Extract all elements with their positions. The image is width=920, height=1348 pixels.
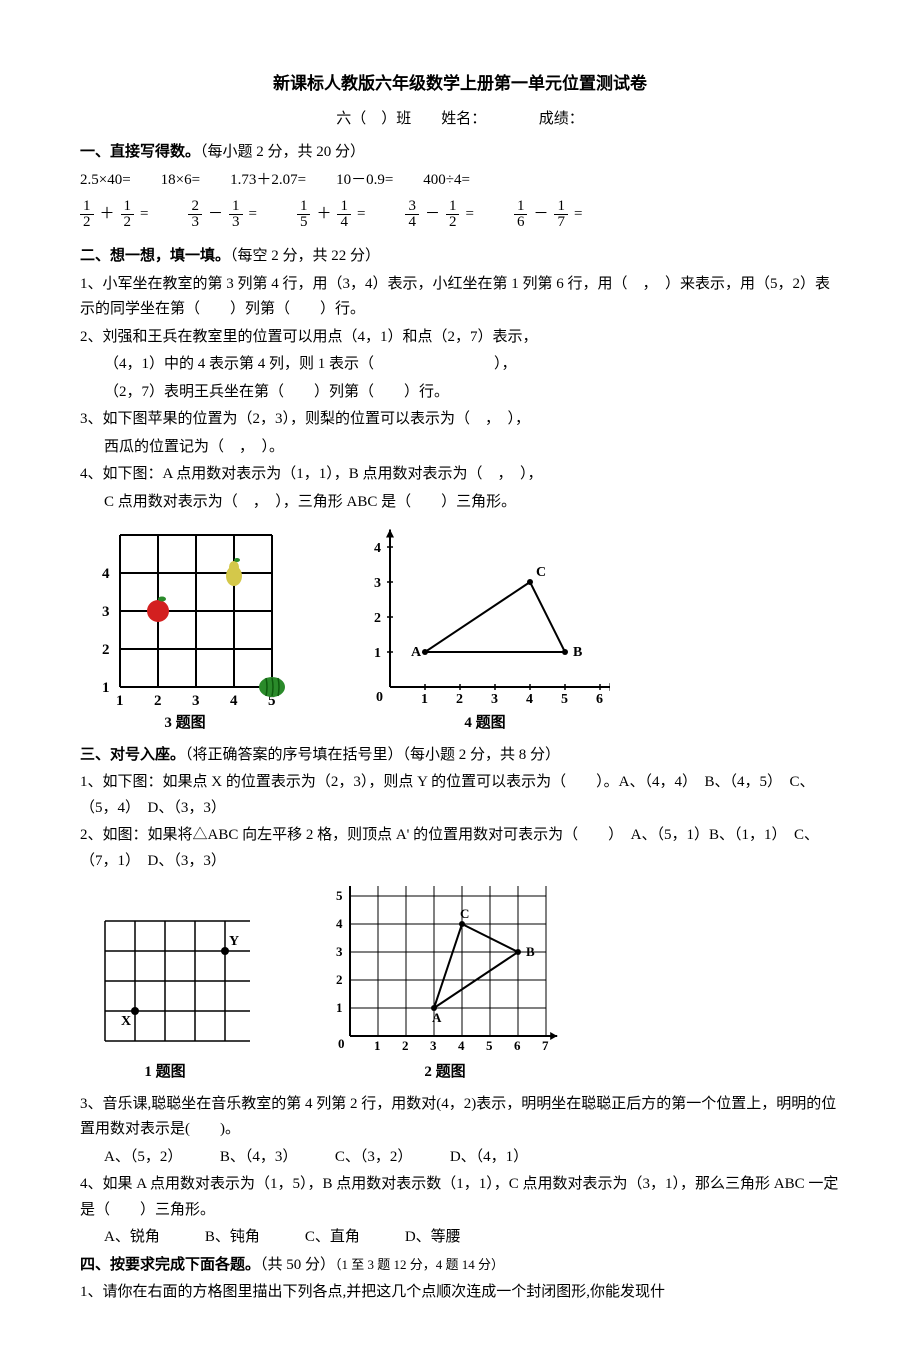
sec3-fig1: XY: [80, 916, 250, 1056]
sec1-note: （每小题 2 分，共 20 分）: [200, 144, 365, 160]
sec1-fracs: 12＋12=23－13=15＋14=34－12=16－17=: [80, 199, 840, 230]
svg-text:C: C: [536, 565, 546, 580]
sec2-q2a: 2、刘强和王兵在教室里的位置可以用点（4，1）和点（2，7）表示，: [80, 325, 840, 351]
svg-text:1: 1: [116, 693, 124, 707]
sec3-note: （将正确答案的序号填在括号里）（每小题 2 分，共 8 分）: [185, 747, 560, 763]
svg-text:3: 3: [102, 604, 110, 620]
svg-text:4: 4: [374, 541, 381, 556]
calc-item: 1.73＋2.07=: [230, 168, 306, 194]
sec2-note: （每空 2 分，共 22 分）: [230, 248, 380, 264]
sec3-q4opts: A、锐角 B、钝角 C、直角 D、等腰: [80, 1225, 840, 1251]
svg-text:A: A: [432, 1010, 442, 1025]
fig4-caption: 4 题图: [360, 711, 610, 737]
sec3-head: 三、对号入座。: [80, 747, 185, 763]
sec4-note: （共 50 分）: [260, 1257, 335, 1273]
sec3-q2: 2、如图：如果将△ABC 向左平移 2 格，则顶点 A' 的位置用数对可表示为（…: [80, 823, 840, 874]
sec1-head: 一、直接写得数。: [80, 144, 200, 160]
sec4-head: 四、按要求完成下面各题。: [80, 1257, 260, 1273]
svg-text:0: 0: [338, 1036, 345, 1051]
sub-head: 六（ ）班 姓名： 成绩：: [80, 107, 840, 133]
sec4-q1: 1、请你在右面的方格图里描出下列各点,并把这几个点顺次连成一个封闭图形,你能发现…: [80, 1280, 840, 1306]
svg-text:5: 5: [336, 888, 343, 903]
svg-text:1: 1: [374, 646, 381, 661]
svg-text:5: 5: [486, 1038, 493, 1053]
svg-text:1: 1: [374, 1038, 381, 1053]
sec2-q3a: 3、如下图苹果的位置为（2，3），则梨的位置可以表示为（ ， ），: [80, 407, 840, 433]
svg-text:6: 6: [596, 692, 603, 707]
calc-item: 2.5×40=: [80, 168, 131, 194]
svg-text:A: A: [411, 645, 422, 660]
calc-item: 400÷4=: [423, 168, 470, 194]
sec2-q4a: 4、如下图：A 点用数对表示为（1，1），B 点用数对表示为（ ， ），: [80, 462, 840, 488]
svg-text:0: 0: [376, 690, 383, 705]
svg-text:2: 2: [336, 972, 343, 987]
svg-text:1: 1: [336, 1000, 343, 1015]
svg-text:2: 2: [456, 692, 463, 707]
page-title: 新课标人教版六年级数学上册第一单元位置测试卷: [80, 70, 840, 99]
svg-text:1: 1: [102, 680, 110, 696]
svg-text:3: 3: [430, 1038, 437, 1053]
svg-text:3: 3: [192, 693, 200, 707]
sec3-fig2: 12345671234560ABC: [320, 886, 570, 1056]
svg-text:2: 2: [374, 611, 381, 626]
sec4-sub: （1 至 3 题 12 分，4 题 14 分）: [335, 1257, 504, 1272]
svg-text:Y: Y: [229, 934, 239, 949]
svg-text:4: 4: [102, 566, 110, 582]
q4-figure: 1 2 3 4 5 6 1 2 3 4 0 A B C: [360, 527, 610, 707]
svg-text:4: 4: [526, 692, 533, 707]
sec3-q3: 3、音乐课,聪聪坐在音乐教室的第 4 列第 2 行，用数对(4，2)表示，明明坐…: [80, 1092, 840, 1143]
svg-text:4: 4: [230, 693, 238, 707]
sec2-head: 二、想一想，填一填。: [80, 248, 230, 264]
sec2-q2c: （2，7）表明王兵坐在第（ ）列第（ ）行。: [80, 380, 840, 406]
svg-text:2: 2: [102, 642, 110, 658]
sec3-fig2-caption: 2 题图: [320, 1060, 570, 1086]
svg-text:3: 3: [336, 944, 343, 959]
fig3-caption: 3 题图: [80, 711, 290, 737]
svg-text:2: 2: [154, 693, 162, 707]
svg-text:X: X: [121, 1014, 131, 1029]
svg-text:7: 7: [542, 1038, 549, 1053]
svg-text:B: B: [573, 645, 582, 660]
svg-text:5: 5: [561, 692, 568, 707]
svg-text:4: 4: [458, 1038, 465, 1053]
sec3-fig1-caption: 1 题图: [80, 1060, 250, 1086]
sec2-q1: 1、小军坐在教室的第 3 列第 4 行，用（3，4）表示，小红坐在第 1 列第 …: [80, 272, 840, 323]
q3-figure: 123451234: [80, 527, 290, 707]
sec2-q2b: （4，1）中的 4 表示第 4 列，则 1 表示（ ），: [80, 352, 840, 378]
sec2-q3b: 西瓜的位置记为（ ， ）。: [80, 435, 840, 461]
sec2-q4b: C 点用数对表示为（ ， ），三角形 ABC 是（ ）三角形。: [80, 490, 840, 516]
sec3-q1: 1、如下图：如果点 X 的位置表示为（2，3），则点 Y 的位置可以表示为（ ）…: [80, 770, 840, 821]
svg-text:1: 1: [421, 692, 428, 707]
svg-text:4: 4: [336, 916, 343, 931]
svg-text:6: 6: [514, 1038, 521, 1053]
sec3-q4: 4、如果 A 点用数对表示为（1，5），B 点用数对表示数（1，1），C 点用数…: [80, 1172, 840, 1223]
calc-item: 18×6=: [161, 168, 200, 194]
sec1-row1: 2.5×40= 18×6= 1.73＋2.07= 10－0.9= 400÷4=: [80, 168, 840, 194]
svg-text:C: C: [460, 906, 469, 921]
svg-text:2: 2: [402, 1038, 409, 1053]
sec3-q3opts: A、（5，2） B、（4，3） C、（3，2） D、（4，1）: [80, 1145, 840, 1171]
svg-text:B: B: [526, 944, 535, 959]
svg-text:3: 3: [374, 576, 381, 591]
calc-item: 10－0.9=: [336, 168, 393, 194]
svg-text:3: 3: [491, 692, 498, 707]
